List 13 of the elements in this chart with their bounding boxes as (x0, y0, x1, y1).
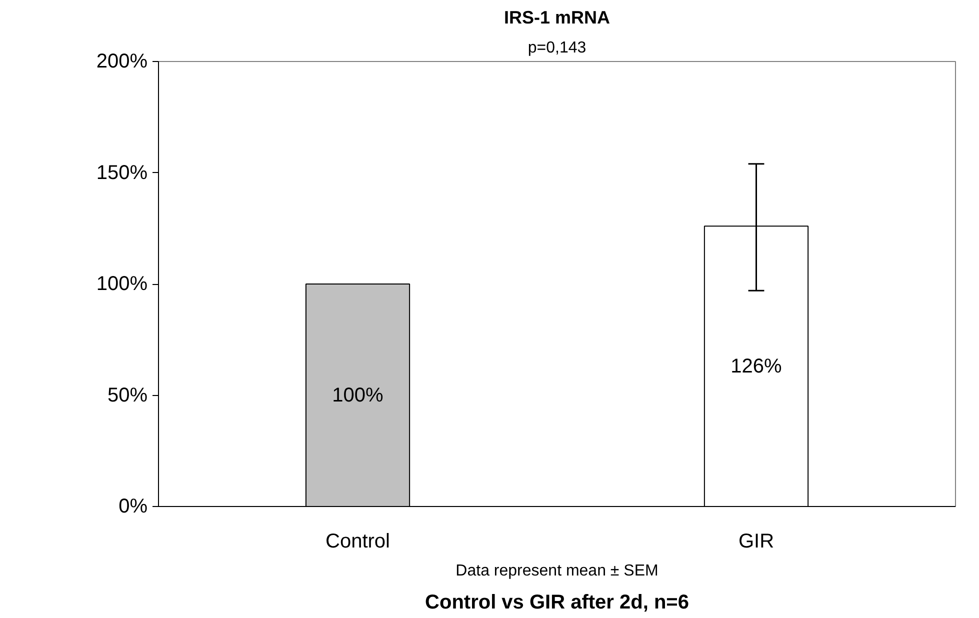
y-tick-label: 0% (118, 496, 148, 518)
data-label: 126% (730, 355, 782, 378)
y-tick-label: 100% (96, 273, 148, 295)
data-label: 100% (332, 384, 384, 406)
x-tick-label: Control (326, 530, 390, 552)
y-tick-label: 50% (107, 384, 148, 406)
chart-title: IRS-1 mRNA (504, 8, 610, 28)
x-tick-label: GIR (738, 530, 774, 552)
chart-subtitle: p=0,143 (528, 40, 586, 56)
x-axis-title: Control vs GIR after 2d, n=6 (425, 592, 689, 614)
y-tick-label: 150% (96, 162, 148, 184)
y-tick-label: 200% (96, 50, 148, 72)
text: Data represent mean ± SEM (456, 562, 658, 580)
